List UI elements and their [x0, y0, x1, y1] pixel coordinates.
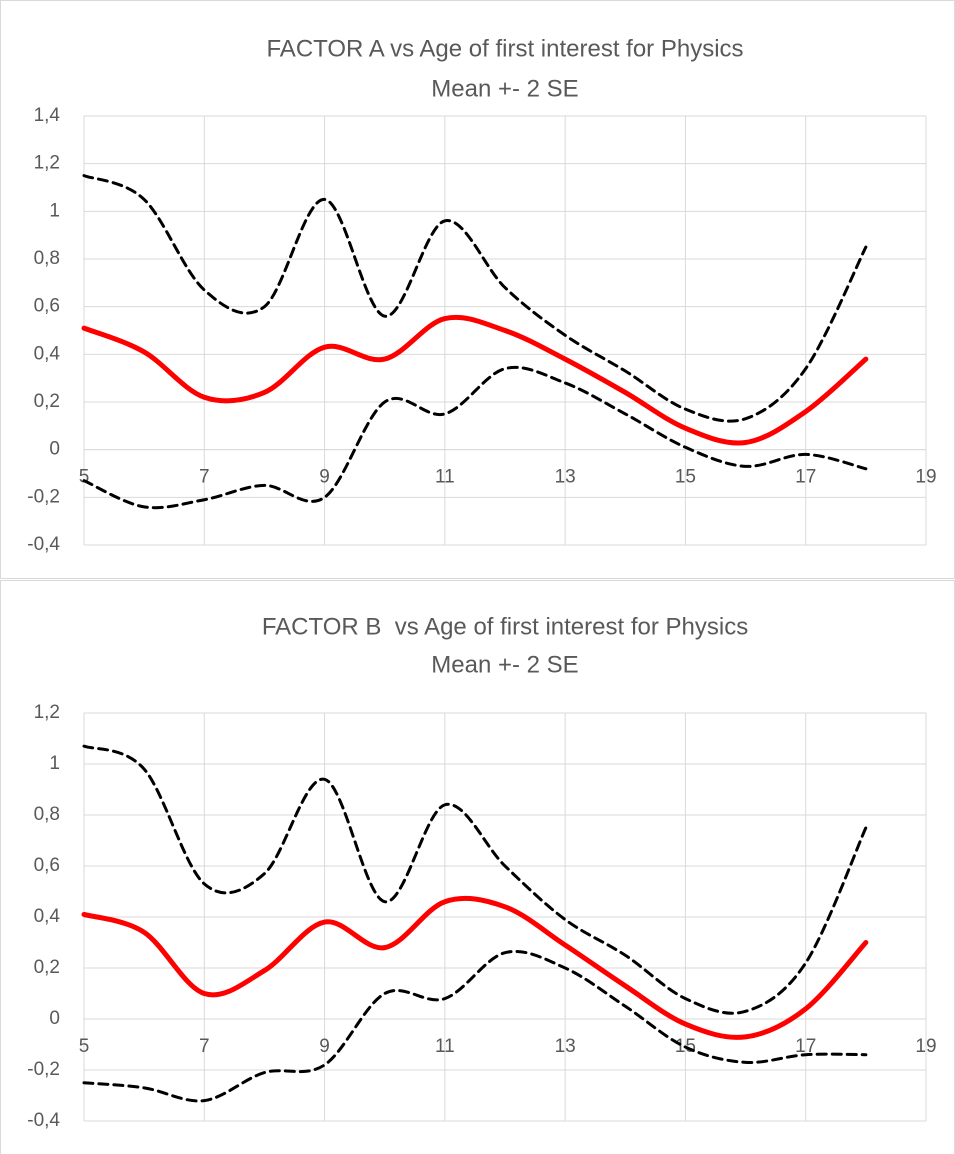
y-tick-label: 0,6 — [34, 855, 60, 876]
chart-title: FACTOR A vs Age of first interest for Ph… — [266, 35, 743, 62]
x-tick-label: 19 — [915, 1036, 936, 1057]
chart-subtitle: Mean +- 2 SE — [431, 651, 578, 678]
y-tick-label: 0 — [49, 1008, 60, 1029]
y-tick-label: 1,2 — [34, 702, 60, 723]
y-tick-label: 0,6 — [34, 296, 60, 317]
x-tick-label: 17 — [795, 467, 816, 488]
y-tick-label: 1,2 — [34, 153, 60, 174]
x-tick-label: 13 — [555, 1036, 576, 1057]
chart-title: FACTOR B vs Age of first interest for Ph… — [262, 613, 748, 640]
y-tick-label: -0,4 — [27, 1110, 60, 1131]
x-tick-label: 13 — [555, 467, 576, 488]
chart-subtitle: Mean +- 2 SE — [431, 75, 578, 102]
x-tick-label: 17 — [795, 1036, 816, 1057]
se-band-line — [82, 174, 868, 423]
x-tick-label: 7 — [199, 1036, 210, 1057]
y-tick-label: -0,4 — [27, 534, 60, 555]
se-band-line — [82, 950, 868, 1103]
x-tick-label: 9 — [319, 467, 330, 488]
y-tick-label: 0,4 — [34, 906, 61, 927]
x-tick-label: 15 — [675, 467, 696, 488]
x-tick-label: 9 — [319, 1036, 330, 1057]
y-tick-label: 0,2 — [34, 391, 60, 412]
y-tick-label: 0,8 — [34, 248, 60, 269]
y-tick-label: 0,2 — [34, 957, 60, 978]
mean-line — [81, 895, 869, 1040]
se-band-line — [82, 744, 868, 1015]
y-tick-label: 0 — [49, 439, 60, 460]
y-tick-label: 1 — [49, 753, 60, 774]
x-tick-label: 5 — [79, 467, 90, 488]
y-tick-label: 0,4 — [34, 343, 61, 364]
y-tick-label: 1 — [49, 200, 60, 221]
y-tick-label: 0,8 — [34, 804, 60, 825]
x-tick-label: 19 — [915, 467, 936, 488]
mean-line — [81, 314, 869, 446]
x-tick-label: 11 — [435, 467, 455, 488]
y-tick-label: -0,2 — [27, 486, 60, 507]
se-band-line — [82, 365, 868, 510]
y-tick-label: 1,4 — [34, 105, 61, 126]
x-tick-label: 11 — [435, 1036, 455, 1057]
x-tick-label: 7 — [199, 467, 210, 488]
y-tick-label: -0,2 — [27, 1059, 60, 1080]
x-tick-label: 5 — [79, 1036, 90, 1057]
